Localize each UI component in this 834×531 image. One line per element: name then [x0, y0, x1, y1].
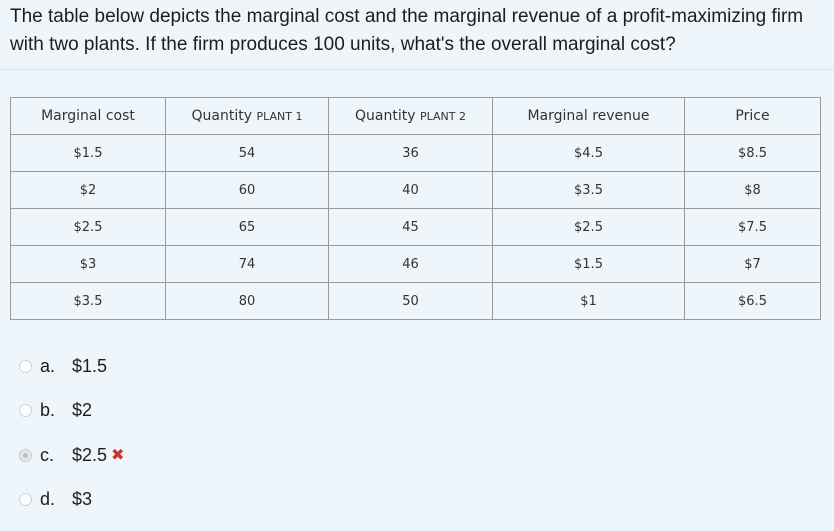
- table-cell: 45: [328, 208, 493, 246]
- radio-option-c[interactable]: [19, 448, 32, 462]
- table-cell: $7.5: [684, 208, 821, 246]
- table-cell: $2: [10, 171, 166, 209]
- table-cell: 65: [165, 208, 329, 246]
- header-sublabel: PLANT 2: [419, 110, 466, 123]
- option-text: $2.5: [72, 444, 108, 465]
- table-row: $1.5 54 36 $4.5 $8.5: [10, 134, 821, 172]
- table-cell: $4.5: [492, 134, 685, 172]
- question-text: The table below depicts the marginal cos…: [10, 6, 804, 55]
- table-cell: $8.5: [684, 134, 821, 172]
- header-marginal-revenue: Marginal revenue: [492, 97, 685, 135]
- header-label: Price: [735, 108, 770, 124]
- radio-option-d[interactable]: [19, 493, 32, 507]
- header-label: Quantity: [191, 108, 257, 124]
- option-letter: b.: [40, 400, 56, 421]
- table-cell: $8: [684, 171, 821, 209]
- option-text: $1.5: [72, 355, 108, 376]
- table-cell: 50: [328, 282, 493, 320]
- table-row: $2.5 65 45 $2.5 $7.5: [10, 208, 821, 246]
- header-price: Price: [684, 97, 821, 135]
- header-label: Marginal cost: [41, 108, 135, 124]
- header-marginal-cost: Marginal cost: [10, 97, 166, 135]
- header-label: Quantity: [355, 108, 420, 124]
- table-cell: $6.5: [684, 282, 821, 320]
- incorrect-icon: ✖: [111, 445, 125, 465]
- table-cell: $1.5: [492, 245, 685, 283]
- table-cell: 80: [165, 282, 329, 320]
- radio-option-b[interactable]: [19, 404, 32, 418]
- table-cell: $3: [10, 245, 166, 283]
- table-cell: $2.5: [492, 208, 685, 246]
- data-table: Marginal cost Quantity PLANT 1 Quantity …: [10, 97, 821, 320]
- table-cell: $1: [492, 282, 685, 320]
- table-cell: 46: [328, 245, 493, 283]
- answer-options: a. $1.5 b. $2 c. $2.5 ✖ d. $3: [19, 344, 124, 522]
- header-quantity-plant-2: Quantity PLANT 2: [328, 97, 493, 135]
- option-text: $3: [72, 489, 93, 510]
- option-text: $2: [72, 400, 93, 421]
- table-cell: $2.5: [10, 208, 166, 246]
- table-cell: 54: [165, 134, 329, 172]
- table-cell: 40: [328, 171, 493, 209]
- table-cell: 36: [328, 134, 493, 172]
- header-label: Marginal revenue: [527, 108, 650, 124]
- option-c[interactable]: c. $2.5 ✖: [19, 433, 124, 478]
- table-cell: $3.5: [492, 171, 685, 209]
- option-a[interactable]: a. $1.5: [19, 344, 124, 389]
- option-d[interactable]: d. $3: [19, 478, 124, 523]
- header-sublabel: PLANT 1: [256, 110, 303, 123]
- radio-option-a[interactable]: [19, 359, 32, 373]
- header-quantity-plant-1: Quantity PLANT 1: [165, 97, 329, 135]
- table-cell: $7: [684, 245, 821, 283]
- table-row: $2 60 40 $3.5 $8: [10, 171, 821, 209]
- table-cell: 60: [165, 171, 329, 209]
- option-letter: a.: [40, 355, 56, 376]
- table-row: $3.5 80 50 $1 $6.5: [10, 282, 821, 320]
- table-cell: $1.5: [10, 134, 166, 172]
- table-header-row: Marginal cost Quantity PLANT 1 Quantity …: [10, 97, 821, 135]
- table-cell: $3.5: [10, 282, 166, 320]
- option-letter: c.: [40, 444, 55, 465]
- table-row: $3 74 46 $1.5 $7: [10, 245, 821, 283]
- option-letter: d.: [40, 489, 56, 510]
- option-b[interactable]: b. $2: [19, 389, 124, 434]
- table-cell: 74: [165, 245, 329, 283]
- divider: [0, 69, 834, 70]
